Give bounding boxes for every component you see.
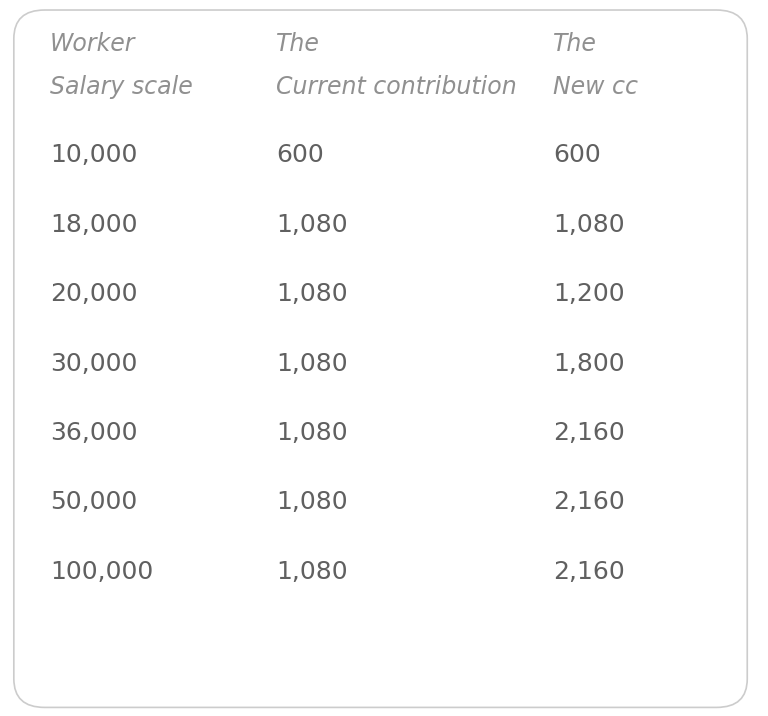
Text: 10,000: 10,000 bbox=[50, 143, 137, 168]
Text: 1,080: 1,080 bbox=[276, 352, 348, 376]
Text: 2,160: 2,160 bbox=[553, 560, 624, 584]
Text: 1,080: 1,080 bbox=[553, 213, 624, 237]
Text: Salary scale: Salary scale bbox=[50, 75, 193, 100]
Text: 1,080: 1,080 bbox=[276, 421, 348, 445]
FancyBboxPatch shape bbox=[14, 10, 747, 707]
Text: 2,160: 2,160 bbox=[553, 421, 624, 445]
Text: 1,080: 1,080 bbox=[276, 282, 348, 306]
Text: Worker: Worker bbox=[50, 32, 135, 57]
Text: 36,000: 36,000 bbox=[50, 421, 137, 445]
Text: The: The bbox=[276, 32, 320, 57]
Text: 2,160: 2,160 bbox=[553, 490, 624, 515]
Text: 18,000: 18,000 bbox=[50, 213, 137, 237]
Text: 1,800: 1,800 bbox=[553, 352, 624, 376]
Text: 1,080: 1,080 bbox=[276, 490, 348, 515]
Text: 50,000: 50,000 bbox=[50, 490, 137, 515]
Text: 1,080: 1,080 bbox=[276, 560, 348, 584]
Text: 100,000: 100,000 bbox=[50, 560, 153, 584]
Text: 30,000: 30,000 bbox=[50, 352, 137, 376]
Text: New cc: New cc bbox=[553, 75, 638, 100]
Text: 1,200: 1,200 bbox=[553, 282, 624, 306]
Text: Current contribution: Current contribution bbox=[276, 75, 517, 100]
Text: The: The bbox=[553, 32, 597, 57]
Text: 20,000: 20,000 bbox=[50, 282, 137, 306]
Text: 1,080: 1,080 bbox=[276, 213, 348, 237]
Text: 600: 600 bbox=[553, 143, 601, 168]
Text: 600: 600 bbox=[276, 143, 324, 168]
